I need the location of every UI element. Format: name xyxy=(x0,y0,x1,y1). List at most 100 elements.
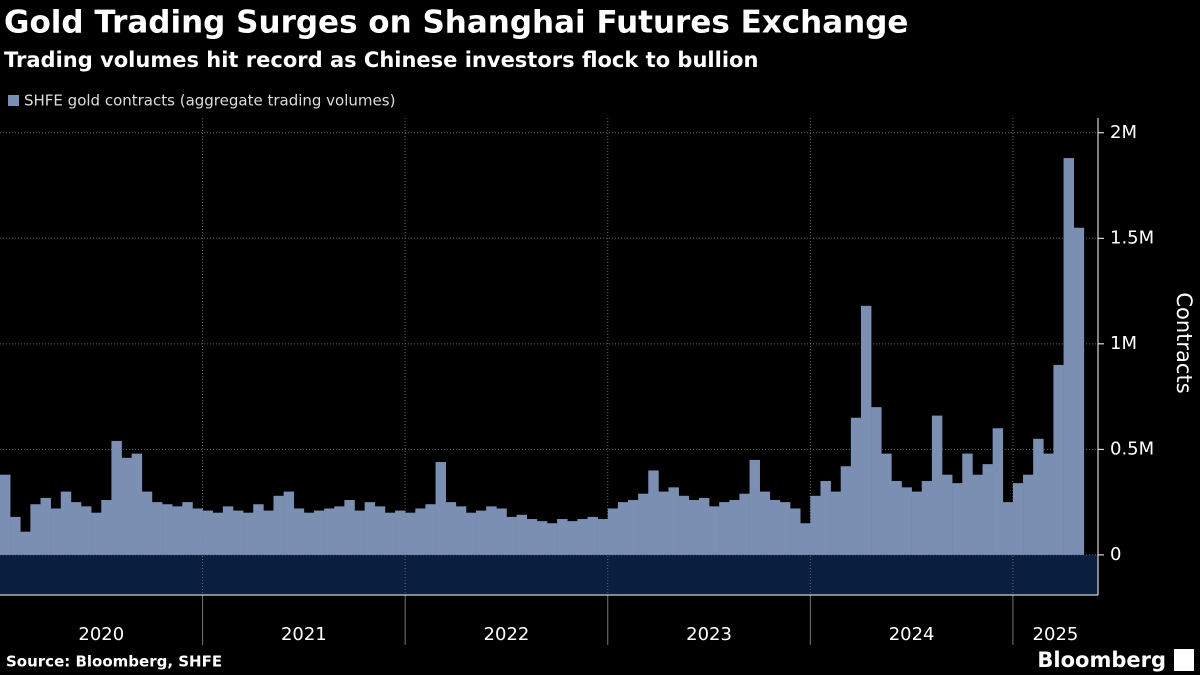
y-tick-label: 2M xyxy=(1110,122,1137,143)
y-tick-label: 0 xyxy=(1110,544,1121,565)
bar xyxy=(729,500,740,555)
y-tick-label: 1.5M xyxy=(1110,227,1154,248)
bar xyxy=(303,512,315,555)
y-tick-label: 1M xyxy=(1110,333,1137,354)
bar xyxy=(658,491,669,555)
bar xyxy=(506,516,517,555)
bar xyxy=(1023,474,1034,555)
bar xyxy=(911,491,923,555)
bar xyxy=(942,474,953,555)
bar xyxy=(182,502,193,555)
bar xyxy=(557,519,568,555)
below-zero-band xyxy=(0,554,1098,595)
bar xyxy=(232,510,244,555)
bar xyxy=(162,504,173,555)
bar xyxy=(567,521,578,555)
x-tick-label: 2020 xyxy=(78,624,124,645)
bar xyxy=(435,462,446,555)
brand-icon xyxy=(1174,649,1194,671)
bar xyxy=(749,459,760,555)
bar xyxy=(496,508,507,555)
bar xyxy=(212,512,224,555)
bar xyxy=(486,506,497,555)
bar xyxy=(50,508,62,555)
bar xyxy=(121,457,132,555)
bar xyxy=(324,508,335,555)
bar xyxy=(10,516,21,555)
bar xyxy=(952,483,963,555)
bar xyxy=(688,500,700,555)
bar xyxy=(111,440,122,555)
bar xyxy=(739,493,750,555)
bar xyxy=(830,491,842,555)
bar xyxy=(982,464,993,555)
bar xyxy=(709,506,720,555)
bar xyxy=(891,481,902,555)
bar xyxy=(0,474,11,555)
bar xyxy=(962,453,973,555)
bar xyxy=(415,508,426,555)
y-tick-label: 0.5M xyxy=(1110,438,1154,459)
brand: Bloomberg xyxy=(1037,648,1166,672)
bar xyxy=(769,500,781,555)
x-tick-label: 2021 xyxy=(281,624,327,645)
bar xyxy=(516,514,528,555)
bar xyxy=(881,453,892,555)
bar xyxy=(536,521,548,555)
bar xyxy=(374,506,386,555)
bar xyxy=(476,510,487,555)
chart-subtitle: Trading volumes hit record as Chinese in… xyxy=(4,48,758,72)
bar xyxy=(546,523,558,555)
bar xyxy=(91,512,102,555)
x-tick-label: 2025 xyxy=(1033,624,1079,645)
bar xyxy=(850,417,862,555)
bar xyxy=(587,516,598,555)
bar xyxy=(81,506,92,555)
bar xyxy=(101,500,112,555)
bar xyxy=(992,428,1004,555)
bar xyxy=(405,512,416,555)
bar xyxy=(759,491,771,555)
bar xyxy=(334,506,345,555)
bar xyxy=(172,506,183,555)
bar xyxy=(698,497,710,555)
bar xyxy=(779,502,791,555)
bar xyxy=(20,531,31,555)
bar xyxy=(40,497,51,555)
bar xyxy=(840,466,852,555)
bar xyxy=(931,415,943,555)
bar xyxy=(860,305,872,555)
bar xyxy=(445,502,457,555)
bar xyxy=(384,512,396,555)
x-tick-label: 2022 xyxy=(484,624,530,645)
bar xyxy=(243,512,254,555)
bar xyxy=(617,502,629,555)
bar xyxy=(790,508,801,555)
bar xyxy=(202,510,214,555)
bar xyxy=(465,512,477,555)
bar xyxy=(425,504,436,555)
bar xyxy=(192,508,203,555)
bar xyxy=(364,502,376,555)
bar xyxy=(526,519,538,555)
bar xyxy=(820,481,831,555)
x-tick-label: 2023 xyxy=(686,624,732,645)
bar xyxy=(810,495,821,555)
chart-title: Gold Trading Surges on Shanghai Futures … xyxy=(4,5,908,41)
legend-label: SHFE gold contracts (aggregate trading v… xyxy=(24,92,395,110)
bar xyxy=(607,508,619,555)
bar xyxy=(455,506,467,555)
bar xyxy=(253,504,264,555)
bar xyxy=(354,510,365,555)
legend-swatch xyxy=(8,95,19,106)
bar xyxy=(70,502,82,555)
bar xyxy=(1073,227,1085,555)
bar xyxy=(577,519,588,555)
bar xyxy=(273,495,284,555)
bar xyxy=(1063,158,1074,555)
bar xyxy=(597,519,609,555)
bar xyxy=(871,407,882,555)
bar xyxy=(151,502,163,555)
bar xyxy=(1043,453,1054,555)
bar xyxy=(131,453,143,555)
